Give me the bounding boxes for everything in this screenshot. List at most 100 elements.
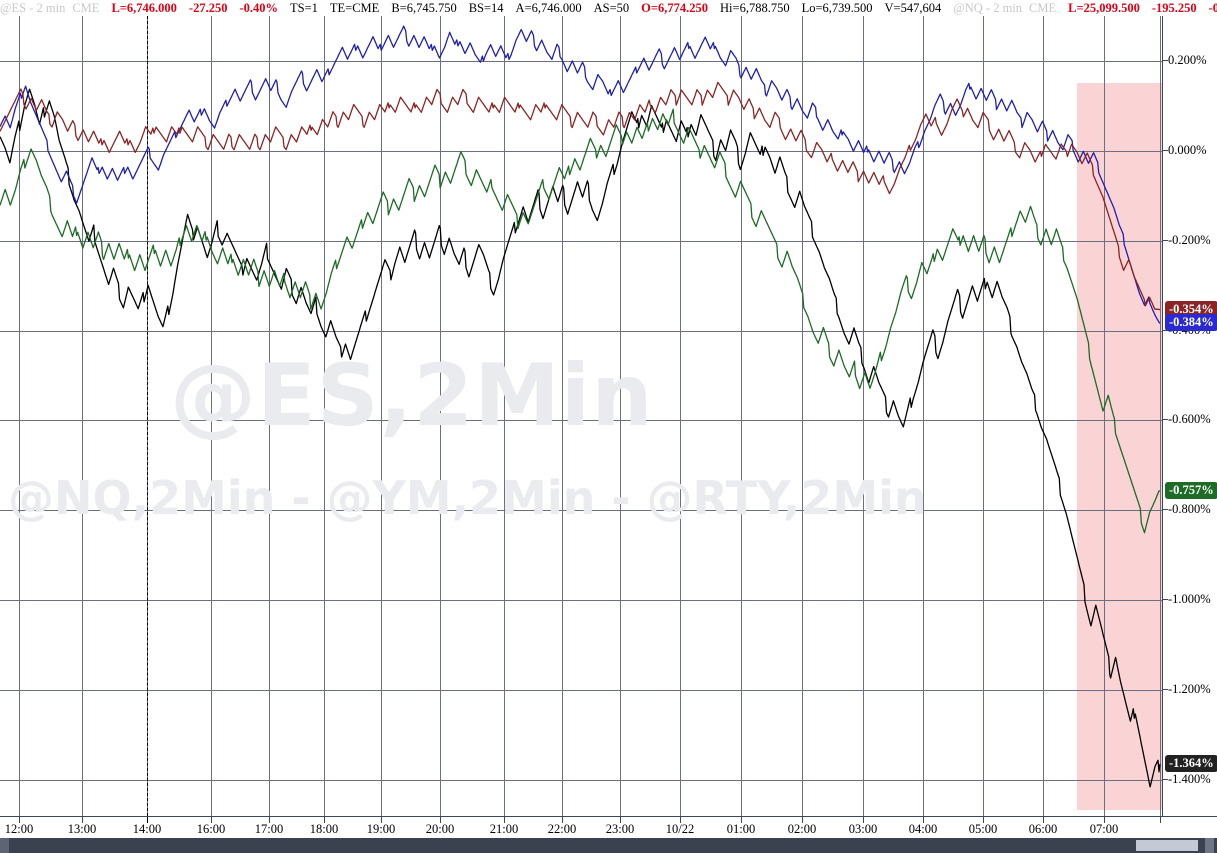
vertical-gridline <box>504 16 505 816</box>
time-axis-tick <box>269 817 270 823</box>
tick-dash <box>1163 599 1168 600</box>
tick-dash <box>1163 60 1168 61</box>
time-axis-label: 01:00 <box>726 822 756 836</box>
vertical-gridline <box>741 16 742 816</box>
vertical-gridline <box>440 16 441 816</box>
horizontal-gridline <box>0 780 1162 781</box>
horizontal-gridline <box>0 510 1162 511</box>
time-axis-tick <box>562 817 563 823</box>
gridlines <box>0 16 1162 816</box>
last-value-badge[interactable]: -0.757% <box>1165 482 1217 499</box>
time-axis-label: 07:00 <box>1089 822 1119 836</box>
quote-bar: @ES - 2 min CME L=6,746.000 -27.250 -0.40% TS… <box>0 0 1217 16</box>
horizontal-gridline <box>0 151 1162 152</box>
vertical-gridline <box>620 16 621 816</box>
vertical-gridline <box>983 16 984 816</box>
watermark-secondary: @NQ,2Min - @YM,2Min - @RTY,2Min <box>8 471 927 525</box>
time-axis-label: 02:00 <box>787 822 817 836</box>
horizontal-gridline <box>0 690 1162 691</box>
vertical-gridline <box>562 16 563 816</box>
tick-dash <box>1163 150 1168 151</box>
time-axis-tick <box>923 817 924 823</box>
vertical-gridline <box>82 16 83 816</box>
time-axis-tick <box>983 817 984 823</box>
price-axis-label: -1.000% <box>1168 592 1211 606</box>
vertical-gridline <box>923 16 924 816</box>
horizontal-gridline <box>0 241 1162 242</box>
watermark-primary: @ES,2Min <box>170 346 654 446</box>
symbol1-exchange: CME <box>72 1 100 15</box>
time-axis-tick <box>863 817 864 823</box>
time-axis-tick <box>82 817 83 823</box>
time-axis-label: 20:00 <box>425 822 455 836</box>
time-axis-tick <box>1104 817 1105 823</box>
last-value-badge[interactable]: -1.364% <box>1165 755 1217 772</box>
time-axis-label: 04:00 <box>908 822 938 836</box>
vertical-gridline <box>1160 16 1161 816</box>
scrollbar-thumb[interactable] <box>1136 840 1198 851</box>
symbol2-change: -195.250 <box>1151 1 1197 15</box>
symbol1-low: Lo=6,739.500 <box>801 1 873 15</box>
time-axis-label: 10/22 <box>665 822 695 836</box>
time-axis-label: 13:00 <box>67 822 97 836</box>
time-axis-label: 03:00 <box>848 822 878 836</box>
symbol1-open: O=6,774.250 <box>641 1 709 15</box>
time-axis-tick <box>324 817 325 823</box>
scrollbar-left-cap[interactable] <box>0 838 9 853</box>
symbol1-change: -27.250 <box>188 1 228 15</box>
series-line <box>0 81 1161 311</box>
symbol1-ask: A=6,746.000 <box>515 1 582 15</box>
horizontal-gridline <box>0 600 1162 601</box>
symbol2-name[interactable]: @NQ - 2 min <box>953 1 1023 15</box>
vertical-gridline <box>1043 16 1044 816</box>
vertical-gridline <box>19 16 20 816</box>
current-time-marker <box>147 16 148 816</box>
symbol1-bid-size: BS=14 <box>468 1 504 15</box>
scrollbar-right-cap[interactable] <box>1205 838 1214 853</box>
price-axis-label: -0.200% <box>1168 233 1211 247</box>
price-axis-label: 0.000% <box>1168 143 1207 157</box>
series-line <box>0 108 1161 534</box>
vertical-gridline <box>269 16 270 816</box>
price-axis-label: 0.200% <box>1168 53 1207 67</box>
time-axis-label: 06:00 <box>1028 822 1058 836</box>
time-axis-label: 14:00 <box>132 822 162 836</box>
horizontal-scrollbar[interactable] <box>0 838 1217 853</box>
time-axis-tick <box>802 817 803 823</box>
series-line <box>0 25 1161 324</box>
time-axis-label: 17:00 <box>254 822 284 836</box>
vertical-gridline <box>324 16 325 816</box>
tick-dash <box>1163 240 1168 241</box>
symbol1-name[interactable]: @ES - 2 min <box>0 1 66 15</box>
time-axis-tick <box>381 817 382 823</box>
price-axis[interactable]: 0.200%0.000%-0.200%-0.400%-0.600%-0.800%… <box>1162 16 1217 816</box>
time-axis-label: 12:00 <box>4 822 34 836</box>
tick-dash <box>1163 419 1168 420</box>
vertical-gridline <box>802 16 803 816</box>
time-axis-marker <box>147 817 148 823</box>
last-value-badge[interactable]: -0.384% <box>1165 314 1217 331</box>
chart-plot-area[interactable]: @ES,2Min @NQ,2Min - @YM,2Min - @RTY,2Min <box>0 16 1162 816</box>
time-axis-label: 05:00 <box>968 822 998 836</box>
time-axis-label: 19:00 <box>366 822 396 836</box>
price-axis-label: -1.400% <box>1168 772 1211 786</box>
time-axis-label: 18:00 <box>309 822 339 836</box>
time-axis-tick <box>741 817 742 823</box>
time-axis-tick <box>680 817 681 823</box>
vertical-gridline <box>1104 16 1105 816</box>
symbol1-last: L=6,746.000 <box>111 1 177 15</box>
horizontal-gridline <box>0 420 1162 421</box>
series-svg <box>0 25 1161 788</box>
price-axis-label: -0.600% <box>1168 412 1211 426</box>
time-axis-tick <box>211 817 212 823</box>
tick-dash <box>1163 689 1168 690</box>
time-axis[interactable]: 12:00 13:00 14:00 16:00 17:00 18:00 19:00 20:00… <box>0 816 1217 839</box>
time-axis-tick <box>620 817 621 823</box>
vertical-gridline <box>863 16 864 816</box>
time-axis-tick <box>1043 817 1044 823</box>
price-axis-label: -0.800% <box>1168 502 1211 516</box>
last-value-badge[interactable]: -0.354% <box>1165 301 1217 318</box>
time-axis-label: 22:00 <box>547 822 577 836</box>
symbol1-te: TE=CME <box>329 1 380 15</box>
